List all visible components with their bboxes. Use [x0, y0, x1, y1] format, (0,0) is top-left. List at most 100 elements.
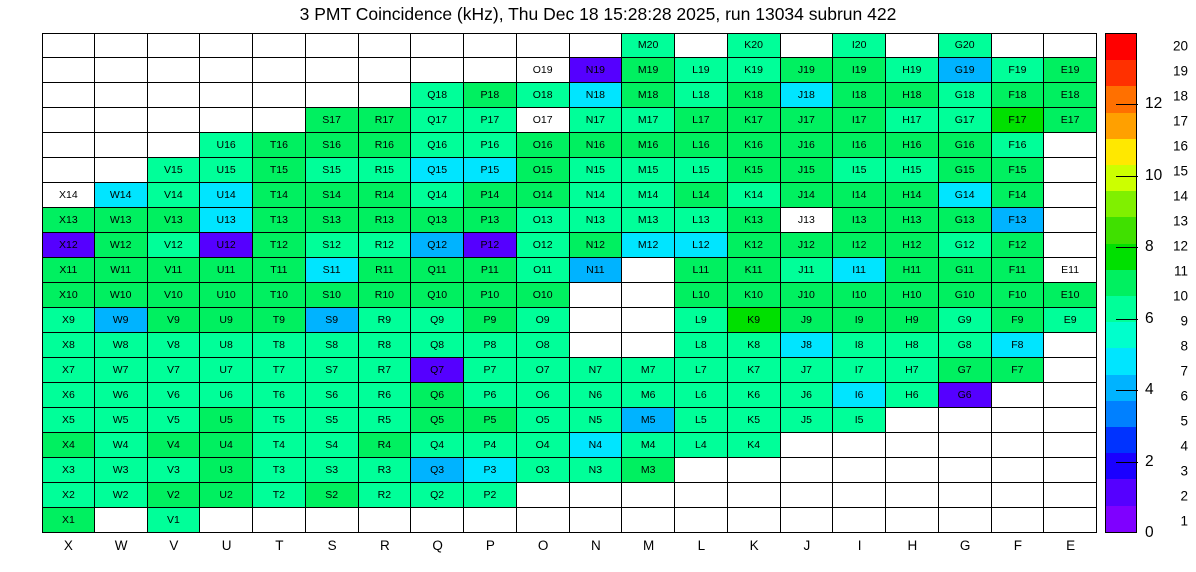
- colorbar-band: [1106, 138, 1136, 166]
- heatmap-cell: M14: [622, 183, 675, 208]
- heatmap-cell: I18: [833, 83, 886, 108]
- y-axis-tick-label: 7: [1180, 363, 1188, 378]
- heatmap-cell: Q18: [411, 83, 464, 108]
- heatmap-cell: J12: [780, 233, 834, 258]
- heatmap-cell: N11: [569, 258, 623, 283]
- heatmap-cell-empty: [1044, 508, 1097, 533]
- heatmap-cell: Q17: [411, 108, 464, 133]
- heatmap-cell: M15: [622, 158, 675, 183]
- heatmap-cell: U13: [200, 208, 253, 233]
- heatmap-cell: J16: [780, 133, 834, 158]
- heatmap-cell: F8: [991, 333, 1045, 358]
- x-axis-tick-label: K: [749, 538, 759, 553]
- heatmap-cell: H8: [886, 333, 939, 358]
- x-axis-tick-label: F: [1013, 538, 1022, 553]
- heatmap-cell: X9: [42, 308, 95, 333]
- heatmap-cell-empty: [411, 33, 464, 58]
- colorbar-band: [1106, 269, 1136, 297]
- y-axis-tick-label: 14: [1172, 188, 1188, 203]
- heatmap-cell-empty: [94, 83, 148, 108]
- heatmap-cell: R5: [358, 408, 412, 433]
- heatmap-cell: M20: [622, 33, 675, 58]
- heatmap-cell: V2: [147, 483, 201, 508]
- x-axis-tick-label: W: [114, 538, 128, 553]
- colorbar-band: [1106, 34, 1136, 61]
- heatmap-cell: E9: [1044, 308, 1097, 333]
- heatmap-cell-empty: [833, 458, 886, 483]
- heatmap-cell: O14: [516, 183, 570, 208]
- heatmap-cell: E18: [1044, 83, 1097, 108]
- heatmap-cell-empty: [1044, 433, 1097, 458]
- heatmap-cell-empty: [1044, 208, 1097, 233]
- x-axis-tick-label: I: [857, 538, 862, 553]
- heatmap-cell: W7: [94, 358, 148, 383]
- heatmap-cell: N3: [569, 458, 623, 483]
- heatmap-cell: L17: [675, 108, 728, 133]
- heatmap-cell: G16: [938, 133, 992, 158]
- heatmap-cell: U15: [200, 158, 253, 183]
- heatmap-cell: W9: [94, 308, 148, 333]
- heatmap-cell-empty: [94, 33, 148, 58]
- heatmap-cell: O6: [516, 383, 570, 408]
- heatmap-cell: U3: [200, 458, 253, 483]
- heatmap-cell: V7: [147, 358, 201, 383]
- colorbar-band: [1106, 217, 1136, 244]
- heatmap-cell: V6: [147, 383, 201, 408]
- colorbar-tick-label: 10: [1145, 166, 1163, 184]
- heatmap-cell: J17: [780, 108, 834, 133]
- heatmap-cell: U2: [200, 483, 253, 508]
- heatmap-cell: F10: [991, 283, 1045, 308]
- heatmap-cell-empty: [305, 33, 359, 58]
- heatmap-cell: K5: [727, 408, 781, 433]
- heatmap-cell-empty: [991, 383, 1045, 408]
- heatmap-cell-empty: [1044, 133, 1097, 158]
- y-axis-tick-label: 18: [1172, 88, 1188, 103]
- heatmap-cell: K15: [727, 158, 781, 183]
- heatmap-cell-empty: [1044, 183, 1097, 208]
- x-axis-tick-label: T: [275, 538, 284, 553]
- heatmap-cell: N19: [569, 58, 623, 83]
- heatmap-cell-empty: [1044, 408, 1097, 433]
- heatmap-cell: O10: [516, 283, 570, 308]
- heatmap-cell: Q15: [411, 158, 464, 183]
- heatmap-cell: T16: [253, 133, 306, 158]
- colorbar-band: [1106, 479, 1136, 506]
- x-axis-tick-label: E: [1066, 538, 1076, 553]
- heatmap-cell: K4: [727, 433, 781, 458]
- x-axis-tick-label: N: [591, 538, 601, 553]
- heatmap-cell-empty: [1044, 233, 1097, 258]
- heatmap-cell: N4: [569, 433, 623, 458]
- heatmap-cell: W2: [94, 483, 148, 508]
- heatmap-cell: X11: [42, 258, 95, 283]
- heatmap-cell: M12: [622, 233, 675, 258]
- heatmap-cell: I12: [833, 233, 886, 258]
- colorbar-tick-label: 12: [1145, 95, 1163, 113]
- heatmap-cell: Q4: [411, 433, 464, 458]
- heatmap-cell: O7: [516, 358, 570, 383]
- heatmap-cell-empty: [94, 158, 148, 183]
- heatmap-cell: G6: [938, 383, 992, 408]
- heatmap-cell-empty: [991, 33, 1045, 58]
- heatmap-cell: G17: [938, 108, 992, 133]
- x-axis-tick-label: S: [327, 538, 337, 553]
- heatmap-cell: V12: [147, 233, 201, 258]
- heatmap-cell: K14: [727, 183, 781, 208]
- heatmap-cell-empty: [727, 458, 781, 483]
- heatmap-cell: P2: [464, 483, 517, 508]
- colorbar-band: [1106, 165, 1136, 192]
- heatmap-cell: V14: [147, 183, 201, 208]
- heatmap-cell: X4: [42, 433, 95, 458]
- x-axis-tick-label: J: [803, 538, 811, 553]
- colorbar-tick-label: 0: [1145, 524, 1154, 541]
- heatmap-cell-empty: [147, 108, 201, 133]
- heatmap-cell: H9: [886, 308, 939, 333]
- heatmap-cell-empty: [94, 108, 148, 133]
- heatmap-cell-empty: [516, 483, 570, 508]
- heatmap-cell-empty: [780, 483, 834, 508]
- heatmap-cell-empty: [991, 408, 1045, 433]
- heatmap-cell: X2: [42, 483, 95, 508]
- heatmap-cell: O15: [516, 158, 570, 183]
- heatmap-cell: H19: [886, 58, 939, 83]
- y-axis-tick-label: 19: [1172, 63, 1188, 78]
- heatmap-cell: R2: [358, 483, 412, 508]
